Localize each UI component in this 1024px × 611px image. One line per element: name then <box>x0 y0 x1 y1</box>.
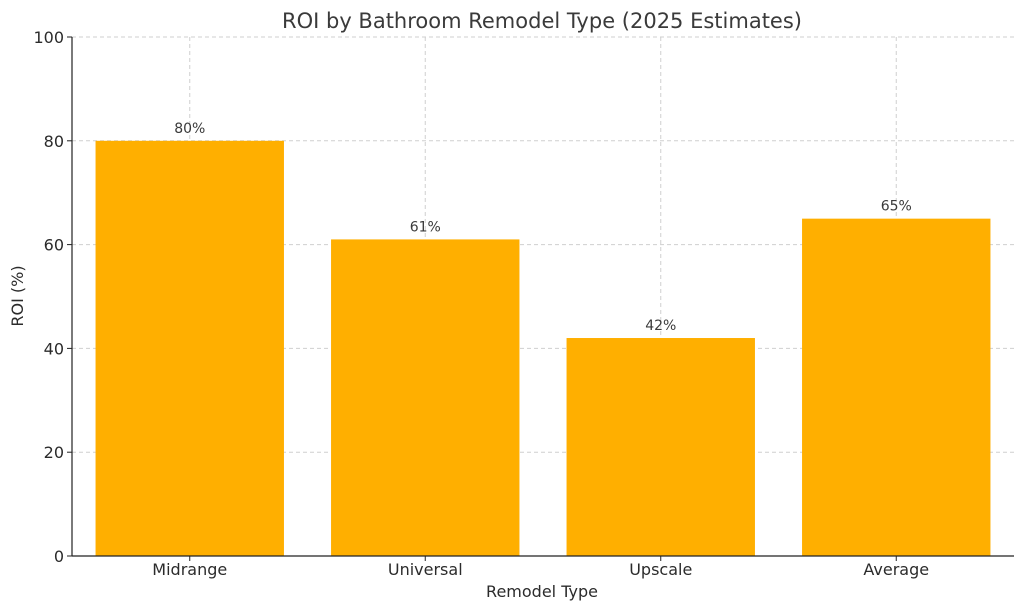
y-tick-label: 0 <box>54 547 64 566</box>
y-tick-label: 40 <box>44 339 64 358</box>
data-label: 61% <box>410 219 441 235</box>
bar-midrange <box>95 140 284 557</box>
bar-upscale <box>566 338 755 556</box>
y-tick-label: 60 <box>44 236 64 255</box>
y-tick-label: 100 <box>33 28 64 47</box>
x-tick-label: Average <box>863 560 929 579</box>
bar-universal <box>331 239 520 556</box>
data-label: 80% <box>174 121 205 137</box>
x-tick-label: Universal <box>388 560 463 579</box>
bars-layer <box>95 140 991 557</box>
x-axis-label: Remodel Type <box>486 582 598 601</box>
labels-layer: 0 20 40 60 80 100 80% Midrange 61% Universal 42% Up… <box>33 28 929 579</box>
x-tick-label: Midrange <box>152 560 227 579</box>
data-label: 65% <box>881 199 912 215</box>
x-tick-label: Upscale <box>629 560 692 579</box>
y-tick-label: 20 <box>44 443 64 462</box>
y-tick-label: 80 <box>44 132 64 151</box>
bar-average <box>802 218 991 556</box>
data-label: 42% <box>645 318 676 334</box>
chart-title: ROI by Bathroom Remodel Type (2025 Estim… <box>282 9 802 33</box>
y-axis-label: ROI (%) <box>8 265 27 326</box>
axes-layer <box>67 36 1014 561</box>
